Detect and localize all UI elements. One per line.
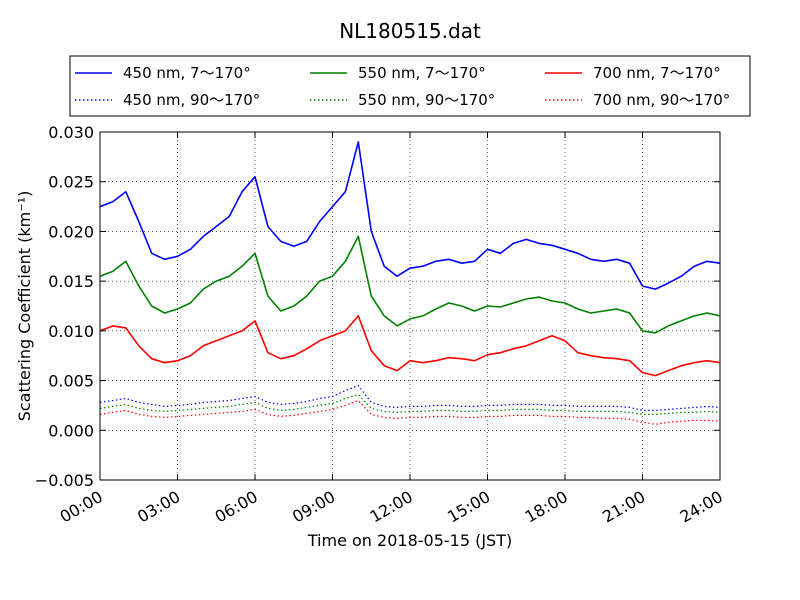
y-tick-label: 0.015 (48, 272, 94, 291)
plot-background (100, 132, 720, 480)
legend-label: 700 nm, 90～170° (593, 91, 730, 109)
y-tick-label: 0.000 (48, 421, 94, 440)
legend-label: 550 nm, 7～170° (358, 64, 486, 82)
series-line-450-nm-90-170-dotted (99, 384, 721, 411)
legend-label: 550 nm, 90～170° (358, 91, 495, 109)
y-tick-label: 0.020 (48, 222, 94, 241)
series-line-700-nm-90-170-dotted (99, 399, 721, 425)
y-tick-label: 0.005 (48, 372, 94, 391)
legend-box (69, 55, 751, 117)
plot-area (99, 131, 721, 481)
series-line-550-nm-7-170-solid (99, 235, 721, 334)
x-axis-label: Time on 2018-05-15 (JST) (307, 531, 512, 550)
legend-label: 450 nm, 90～170° (123, 91, 260, 109)
y-tick-label: −0.005 (35, 471, 94, 490)
legend-label: 450 nm, 7～170° (123, 64, 251, 82)
y-tick-label: 0.010 (48, 322, 94, 341)
legend: 450 nm, 7～170° 550 nm, 7～170° 700 nm, 7～17… (69, 55, 751, 117)
y-axis-label: Scattering Coefficient (km⁻¹) (15, 191, 34, 422)
series-line-450-nm-7-170-solid (99, 141, 721, 290)
y-tick-label: 0.030 (48, 123, 94, 142)
series-lines (99, 141, 721, 425)
legend-entries: 450 nm, 7～170° 550 nm, 7～170° 700 nm, 7～17… (75, 64, 730, 109)
series-line-550-nm-90-170-dotted (99, 393, 721, 415)
y-tick-label: 0.025 (48, 173, 94, 192)
series-line-700-nm-7-170-solid (99, 315, 721, 377)
chart-title: NL180515.dat (339, 19, 481, 43)
legend-label: 700 nm, 7～170° (593, 64, 721, 82)
y-axis-tick-labels: −0.005 0.000 0.005 0.010 0.015 0.020 0.025 0.03… (35, 123, 94, 490)
axis-ticks (99, 131, 721, 481)
